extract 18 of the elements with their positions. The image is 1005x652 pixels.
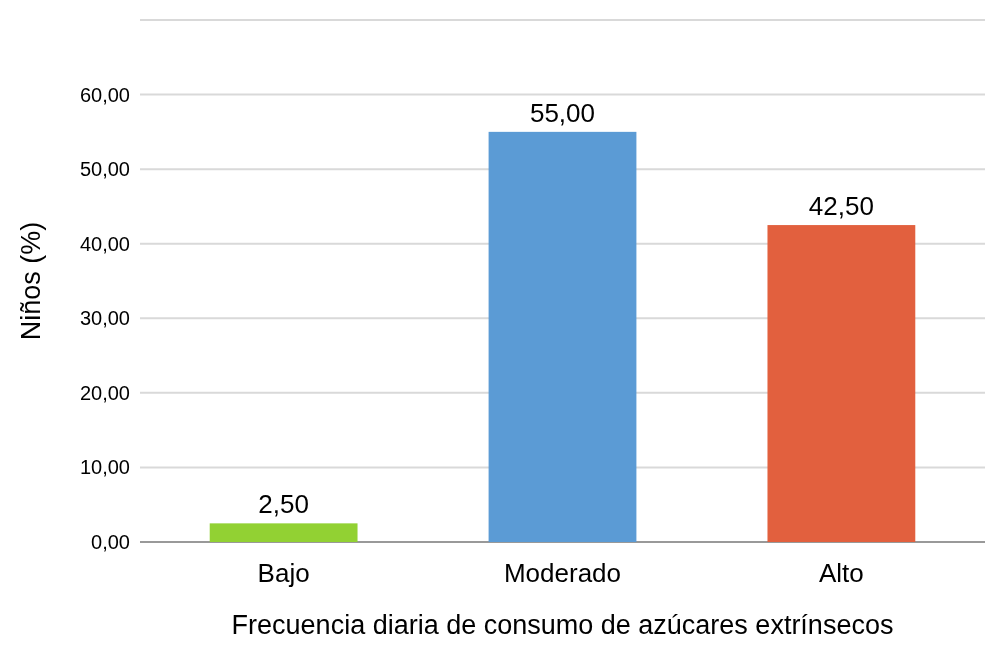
y-tick-label: 30,00 <box>79 307 130 330</box>
y-axis-title: Niños (%) <box>16 221 46 341</box>
data-label: 55,00 <box>529 97 596 128</box>
bar <box>209 523 358 542</box>
y-tick-label: 10,00 <box>79 456 130 479</box>
y-tick-label: 40,00 <box>79 232 130 255</box>
y-tick-label: 50,00 <box>79 158 130 181</box>
data-label: 2,50 <box>258 489 309 520</box>
x-tick-label: Bajo <box>257 558 310 588</box>
x-tick-label: Alto <box>818 558 864 588</box>
y-tick-label: 20,00 <box>79 381 130 404</box>
x-axis-title: Frecuencia diaria de consumo de azúcares extrínsecos <box>231 610 894 640</box>
y-tick-label: 0,00 <box>91 531 130 553</box>
data-label: 42,50 <box>808 191 874 222</box>
y-tick-label: 60,00 <box>79 83 130 106</box>
bar <box>488 131 637 542</box>
x-tick-label: Moderado <box>503 558 622 588</box>
bar <box>767 225 916 542</box>
